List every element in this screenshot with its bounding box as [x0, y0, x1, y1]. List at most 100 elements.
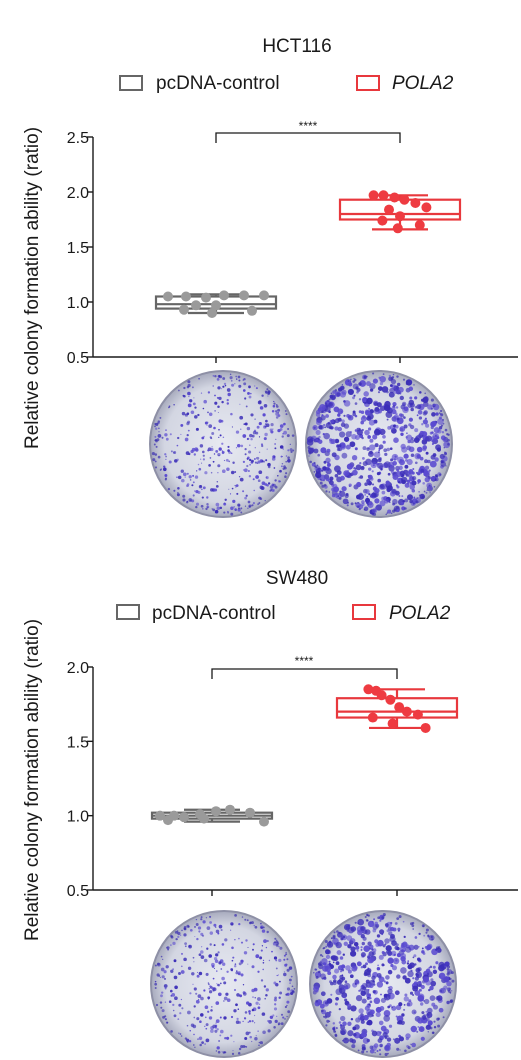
colony — [221, 469, 226, 474]
colony — [255, 387, 258, 390]
colony — [367, 503, 369, 506]
colony — [350, 938, 356, 944]
colony — [314, 968, 317, 971]
colony — [219, 506, 223, 510]
colony — [407, 964, 413, 970]
colony — [254, 925, 258, 929]
colony — [361, 1031, 367, 1038]
colony — [284, 410, 287, 412]
colony — [213, 923, 217, 927]
colony — [261, 929, 266, 933]
colony — [243, 423, 246, 425]
colony — [439, 409, 443, 413]
colony — [230, 452, 233, 455]
y-tick-label: 2.5 — [67, 130, 89, 147]
colony — [202, 920, 206, 924]
colony — [232, 461, 235, 464]
colony — [255, 1035, 257, 1037]
colony — [386, 1037, 392, 1042]
colony — [275, 416, 279, 419]
colony — [269, 485, 274, 489]
colony — [178, 972, 181, 975]
colony — [280, 455, 283, 458]
colony — [325, 468, 332, 475]
colony — [442, 437, 447, 442]
colony — [217, 405, 220, 409]
colony — [396, 508, 400, 513]
colony — [170, 450, 173, 453]
colony — [356, 390, 359, 394]
colony — [443, 446, 446, 449]
colony — [275, 959, 278, 962]
colony — [421, 423, 424, 426]
colony — [233, 978, 237, 982]
colony — [279, 946, 283, 950]
colony — [242, 1020, 244, 1023]
colony — [355, 980, 360, 985]
colony — [378, 457, 382, 461]
colony — [247, 963, 249, 965]
colony — [357, 493, 364, 500]
colony — [205, 1016, 207, 1019]
colony — [212, 375, 215, 377]
colony — [343, 995, 346, 999]
colony — [221, 388, 223, 390]
colony — [413, 1011, 416, 1014]
colony — [346, 463, 353, 470]
colony — [362, 964, 367, 969]
colony — [233, 964, 237, 968]
colony — [396, 974, 401, 979]
colony — [420, 1036, 425, 1041]
colony — [321, 469, 324, 472]
colony — [317, 407, 322, 412]
colony — [196, 470, 198, 472]
colony — [385, 975, 390, 980]
colony — [367, 967, 370, 970]
colony — [230, 968, 234, 971]
colony — [429, 985, 434, 991]
colony — [193, 453, 196, 456]
colony — [186, 385, 190, 389]
colony — [203, 399, 207, 404]
colony — [161, 975, 165, 979]
colony — [398, 465, 403, 470]
colony — [252, 502, 255, 505]
colony — [418, 1026, 425, 1033]
colony — [267, 395, 269, 397]
colony — [231, 487, 234, 490]
colony — [343, 436, 350, 442]
colony — [397, 927, 401, 931]
colony — [218, 961, 222, 965]
colony — [350, 950, 357, 957]
colony — [391, 405, 396, 410]
legend-swatch-pola2 — [352, 604, 376, 620]
colony — [264, 390, 268, 393]
colony — [368, 493, 371, 496]
colony — [348, 483, 352, 487]
colony — [397, 382, 401, 387]
colony — [339, 956, 344, 960]
colony — [402, 920, 405, 923]
colony — [428, 966, 431, 969]
colony — [353, 941, 359, 947]
colony — [161, 1009, 165, 1013]
colony — [406, 432, 408, 435]
colony — [358, 508, 361, 511]
colony — [265, 483, 267, 486]
colony — [360, 420, 365, 425]
data-point — [401, 706, 412, 717]
colony — [183, 395, 186, 398]
data-points — [163, 190, 432, 318]
colony — [337, 413, 341, 417]
colony — [418, 932, 421, 936]
colony — [398, 915, 402, 919]
colony — [267, 390, 271, 393]
colony — [192, 402, 196, 406]
colony — [236, 492, 239, 495]
colony — [349, 430, 352, 434]
colony — [404, 993, 408, 997]
colony — [254, 385, 256, 387]
y-tick-label: 0.5 — [67, 350, 89, 367]
colony — [265, 423, 270, 428]
colony — [237, 971, 241, 975]
